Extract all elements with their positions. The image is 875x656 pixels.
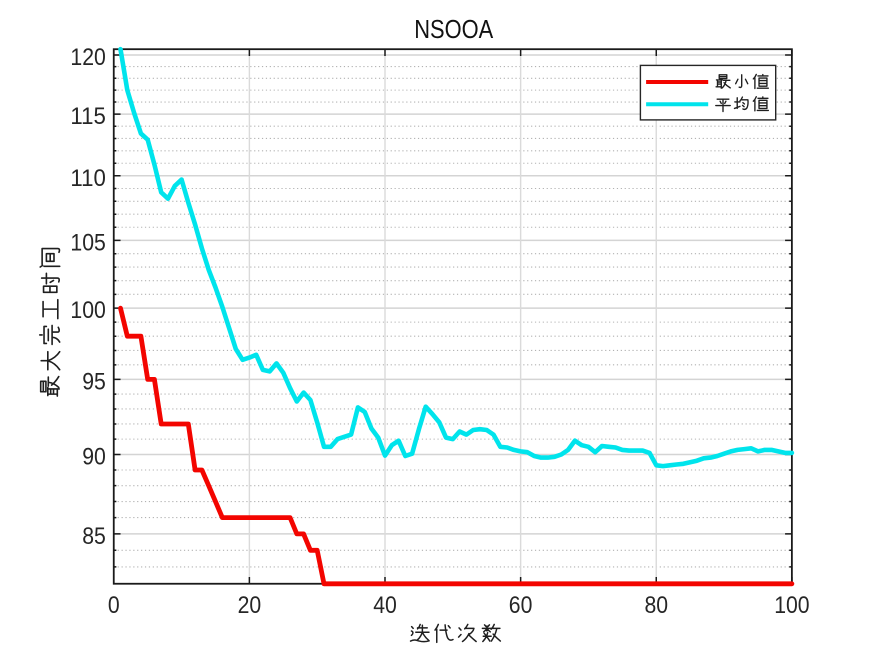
svg-text:80: 80 [645, 592, 669, 619]
svg-text:110: 110 [70, 165, 105, 192]
svg-text:120: 120 [70, 44, 105, 71]
svg-text:NSOOA: NSOOA [414, 14, 494, 44]
svg-text:85: 85 [82, 523, 106, 550]
svg-text:40: 40 [373, 592, 397, 619]
svg-text:100: 100 [70, 297, 105, 324]
svg-text:105: 105 [70, 229, 105, 256]
svg-text:20: 20 [238, 592, 262, 619]
svg-text:0: 0 [108, 592, 120, 619]
svg-text:90: 90 [82, 444, 106, 471]
svg-text:100: 100 [774, 592, 809, 619]
svg-text:115: 115 [70, 103, 105, 130]
svg-text:60: 60 [509, 592, 533, 619]
svg-text:95: 95 [82, 368, 106, 395]
